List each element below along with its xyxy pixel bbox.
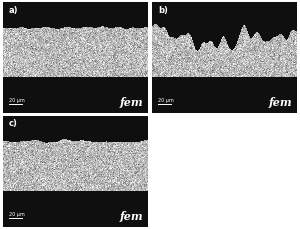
Text: 20 µm: 20 µm [9,212,25,217]
Text: b): b) [158,5,168,15]
Text: 20 µm: 20 µm [9,98,25,103]
Text: a): a) [9,5,18,15]
Text: fem: fem [120,211,143,222]
Text: fem: fem [269,97,293,108]
Text: c): c) [9,120,18,128]
Text: fem: fem [120,97,143,108]
Text: 20 µm: 20 µm [158,98,174,103]
